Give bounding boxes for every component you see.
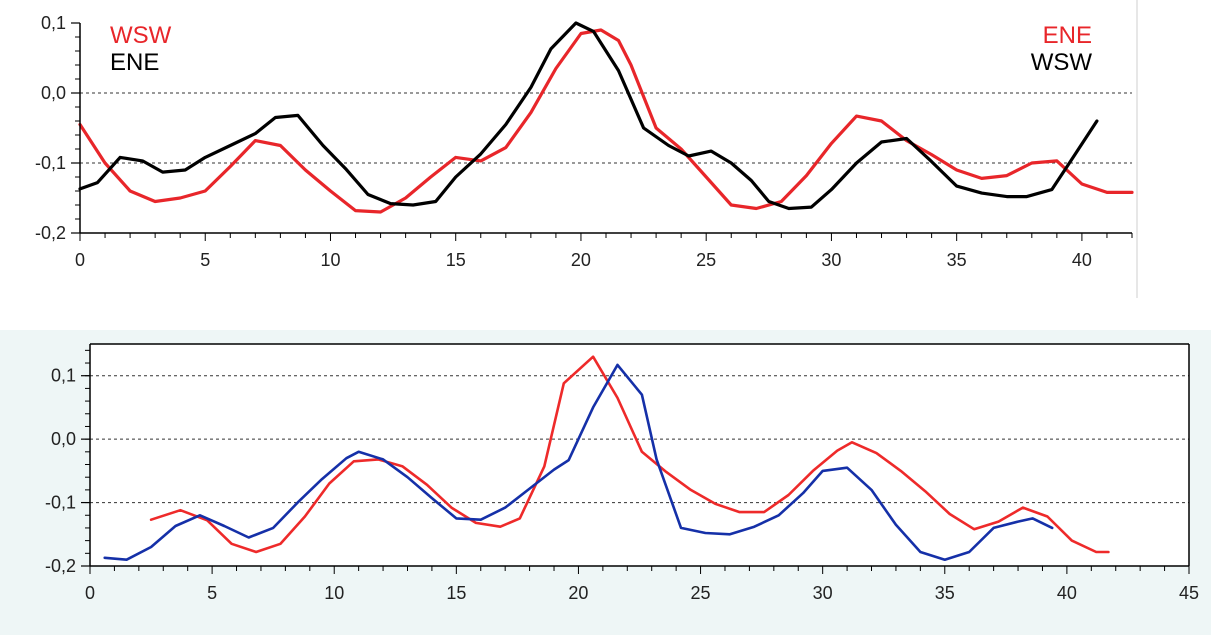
- plot-area: [90, 344, 1189, 566]
- x-tick-label: 0: [85, 583, 95, 603]
- x-tick-label: 25: [696, 250, 716, 270]
- y-tick-label: 0,0: [41, 83, 66, 103]
- legend-right-label: WSW: [1031, 49, 1093, 76]
- x-tick-label: 45: [1179, 583, 1199, 603]
- y-tick-label: 0,1: [51, 366, 76, 386]
- y-tick-label: 0,0: [51, 429, 76, 449]
- series-line-2: [103, 363, 1054, 561]
- x-tick-label: 10: [324, 583, 344, 603]
- legend-right-label: ENE: [1043, 22, 1092, 49]
- legend-left-label: ENE: [110, 49, 159, 76]
- y-tick-label: -0,1: [35, 153, 66, 173]
- y-tick-label: -0,2: [45, 556, 76, 576]
- bottom-line-chart: 0 5 10 15 20 25 30 35 40 45 -0,2 -0,1 0,0 0,1: [45, 343, 1199, 603]
- x-tick-label: 35: [947, 250, 967, 270]
- x-tick-label: 30: [813, 583, 833, 603]
- x-tick-label: 40: [1072, 250, 1092, 270]
- x-tick-label: 30: [821, 250, 841, 270]
- series-line-1: [149, 355, 1110, 554]
- legend-left-label: WSW: [110, 22, 172, 49]
- x-tick-label: 20: [571, 250, 591, 270]
- x-tick-label: 5: [207, 583, 217, 603]
- x-tick-label: 5: [200, 250, 210, 270]
- x-tick-label: 35: [935, 583, 955, 603]
- top-line-chart: 0 5 10 15 20 25 30 35 40-0,2-0,10,00,1 WSWENEENEW…: [35, 0, 1138, 298]
- series-line-2: [78, 21, 1099, 211]
- x-tick-label: 15: [446, 250, 466, 270]
- x-tick-label: 25: [691, 583, 711, 603]
- x-tick-label: 0: [75, 250, 85, 270]
- x-tick-label: 40: [1057, 583, 1077, 603]
- y-tick-label: 0,1: [41, 13, 66, 33]
- x-tick-label: 15: [446, 583, 466, 603]
- y-tick-label: -0,2: [35, 223, 66, 243]
- bottom-chart-panel: 0 5 10 15 20 25 30 35 40 45 -0,2 -0,1 0,0 0,1: [0, 330, 1211, 635]
- y-tick-label: -0,1: [45, 493, 76, 513]
- x-tick-label: 20: [568, 583, 588, 603]
- series-line-1: [78, 28, 1134, 214]
- top-chart-panel: 0 5 10 15 20 25 30 35 40 -0,2 -0,1 0,0 0,1 WSW ENE ENE W…: [0, 0, 1140, 300]
- x-tick-label: 10: [320, 250, 340, 270]
